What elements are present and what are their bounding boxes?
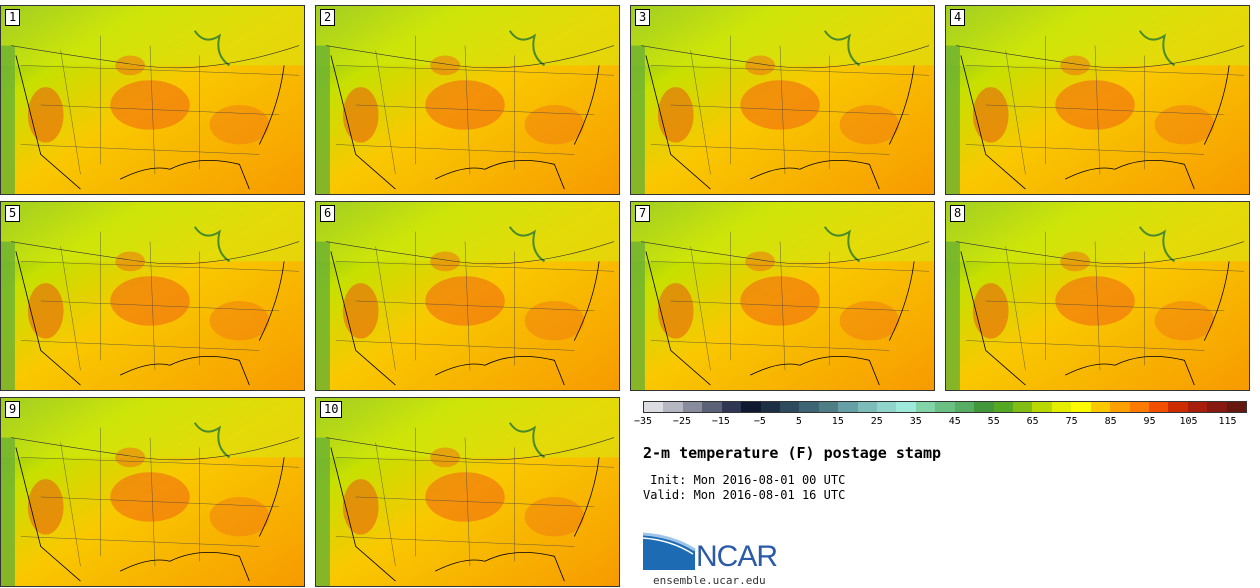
init-time: Init: Mon 2016-08-01 00 UTC [643, 473, 846, 487]
member-number: 2 [320, 9, 336, 26]
member-number: 7 [635, 205, 651, 222]
map-panel: 8 [945, 201, 1250, 391]
colorbar-swatch [1032, 402, 1052, 412]
colorbar-swatch [1187, 402, 1208, 412]
map-panel: 9 [0, 397, 305, 587]
colorbar-swatch [1226, 402, 1247, 412]
temperature-map [1, 6, 304, 194]
colorbar-swatch [1129, 402, 1149, 412]
colorbar-ticks: −35 −25 −15 −5 5 15 25 35 45 55 65 75 85 95 105 115 [634, 413, 1247, 429]
colorbar-swatch [1013, 402, 1033, 412]
plot-title: 2-m temperature (F) postage stamp [643, 444, 942, 462]
member-number: 1 [5, 9, 21, 26]
ncar-logo-text: NCAR [696, 540, 778, 573]
colorbar-tick-label: 95 [1143, 416, 1156, 427]
colorbar-swatch [915, 402, 936, 412]
colorbar-swatch [857, 402, 878, 412]
colorbar-swatch [1168, 402, 1188, 412]
temperature-map [631, 202, 934, 390]
member-number: 9 [5, 401, 21, 418]
colorbar-swatch [682, 402, 703, 412]
map-panel: 3 [630, 5, 935, 195]
colorbar-tick-label: 25 [870, 416, 883, 427]
colorbar-tick-label: 115 [1218, 416, 1237, 427]
valid-time: Valid: Mon 2016-08-01 16 UTC [643, 488, 846, 502]
map-panel: 6 [315, 201, 620, 391]
colorbar-tick-label: −35 [633, 416, 653, 427]
colorbar-tick-label: 45 [948, 416, 961, 427]
colorbar-tick-label: 55 [987, 416, 1000, 427]
temperature-colorbar [643, 401, 1247, 413]
temperature-map [1, 398, 304, 586]
colorbar-swatch [721, 402, 742, 412]
temperature-map [946, 202, 1249, 390]
map-panel: 1 [0, 5, 305, 195]
colorbar-swatch [1110, 402, 1130, 412]
colorbar-tick-label: −15 [711, 416, 730, 427]
colorbar-swatch [935, 402, 955, 412]
temperature-map [316, 6, 619, 194]
colorbar-tick-label: 5 [795, 416, 802, 427]
colorbar-swatch [896, 402, 916, 412]
member-number: 3 [635, 9, 651, 26]
ncar-logo-icon [643, 532, 696, 570]
member-number: 4 [950, 9, 966, 26]
colorbar-swatch [760, 402, 780, 412]
colorbar-swatch [877, 402, 897, 412]
website-url[interactable]: ensemble.ucar.edu [653, 574, 766, 587]
member-number: 10 [320, 401, 343, 418]
temperature-map [946, 6, 1249, 194]
colorbar-swatch [974, 402, 994, 412]
colorbar-swatch [799, 402, 819, 412]
colorbar-swatch [663, 402, 683, 412]
colorbar-swatch [1207, 402, 1227, 412]
colorbar-tick-label: −5 [753, 416, 766, 427]
colorbar-swatch [818, 402, 839, 412]
temperature-map [1, 202, 304, 390]
colorbar-swatch [993, 402, 1014, 412]
colorbar-swatch [838, 402, 858, 412]
colorbar-swatch [1148, 402, 1169, 412]
colorbar-swatch [1071, 402, 1091, 412]
colorbar-swatch [644, 402, 664, 412]
member-number: 5 [5, 205, 21, 222]
colorbar-swatch [779, 402, 800, 412]
map-panel: 7 [630, 201, 935, 391]
member-number: 8 [950, 205, 966, 222]
map-panel: 10 [315, 397, 620, 587]
temperature-map [631, 6, 934, 194]
colorbar-swatch [702, 402, 722, 412]
colorbar-swatch [1051, 402, 1072, 412]
colorbar-tick-label: 85 [1104, 416, 1117, 427]
colorbar-tick-label: −25 [672, 416, 691, 427]
member-number: 6 [320, 205, 336, 222]
colorbar-tick-label: 15 [831, 416, 844, 427]
colorbar-tick-label: 65 [1026, 416, 1039, 427]
map-panel: 4 [945, 5, 1250, 195]
colorbar-swatch [1090, 402, 1111, 412]
temperature-map [316, 202, 619, 390]
colorbar-tick-label: 105 [1179, 416, 1198, 427]
colorbar-swatch [954, 402, 975, 412]
temperature-map [316, 398, 619, 586]
colorbar-tick-label: 35 [909, 416, 922, 427]
colorbar-swatch [741, 402, 761, 412]
colorbar-tick-label: 75 [1065, 416, 1078, 427]
map-panel: 2 [315, 5, 620, 195]
map-panel: 5 [0, 201, 305, 391]
